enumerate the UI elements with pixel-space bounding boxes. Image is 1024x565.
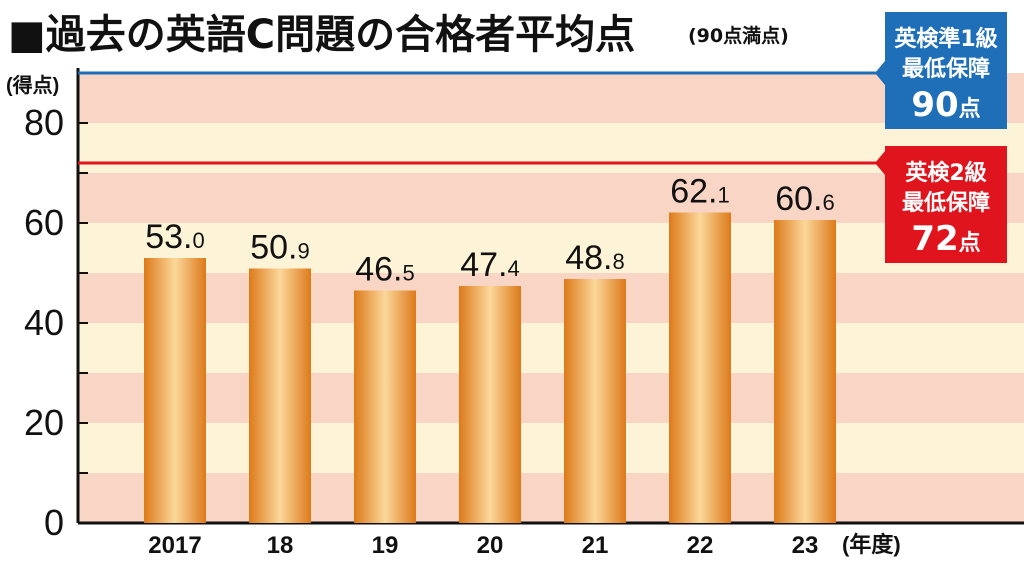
bar xyxy=(774,220,836,523)
reference-value: 90点 xyxy=(911,85,980,125)
reference-value: 72点 xyxy=(911,219,980,259)
x-tick-label: 23 xyxy=(792,532,819,559)
reference-label-line2: 最低保障 xyxy=(902,56,990,82)
background-band xyxy=(78,73,1024,123)
data-label: 47.4 xyxy=(460,246,520,284)
y-tick-label: 80 xyxy=(24,102,64,143)
bars xyxy=(144,212,836,523)
axes: 0 20 40 60 80 xyxy=(24,68,1024,543)
chart-title: ■過去の英語C問題の合格者平均点 xyxy=(8,12,635,58)
bar xyxy=(459,286,521,523)
data-label: 48.8 xyxy=(565,239,625,277)
background-band xyxy=(78,323,1024,373)
background-band xyxy=(78,273,1024,323)
data-label: 46.5 xyxy=(355,251,415,289)
x-axis-label: (年度) xyxy=(842,532,901,557)
background-band xyxy=(78,223,1024,273)
x-tick-label: 2017 xyxy=(148,532,201,559)
x-tick-label: 19 xyxy=(372,532,399,559)
reference-pointer xyxy=(875,151,885,175)
x-tick-label: 20 xyxy=(477,532,504,559)
reference-pointer xyxy=(875,61,885,85)
background-band xyxy=(78,473,1024,523)
bar xyxy=(669,212,731,523)
data-label: 50.9 xyxy=(250,229,310,267)
reference-box xyxy=(885,146,1007,263)
bar xyxy=(354,290,416,523)
data-label: 53.0 xyxy=(145,218,205,256)
bar xyxy=(564,279,626,523)
chart-subtitle: (90点満点) xyxy=(688,25,789,47)
x-tick-label: 18 xyxy=(267,532,294,559)
data-labels: 53.0 2017 50.9 18 46.5 19 47.4 20 48.8 21 62.1 22 60… xyxy=(145,173,835,560)
reference-label-line1: 英検2級 xyxy=(905,160,986,186)
x-tick-label: 21 xyxy=(582,532,609,559)
reference-label-line2: 最低保障 xyxy=(902,190,990,216)
y-tick-label: 20 xyxy=(24,402,64,443)
bar xyxy=(144,258,206,523)
reference-label-line1: 英検準1級 xyxy=(894,26,997,52)
y-tick-label: 60 xyxy=(24,202,64,243)
y-tick-label: 0 xyxy=(44,502,64,543)
x-tick-label: 22 xyxy=(687,532,714,559)
background-band xyxy=(78,423,1024,473)
background-band xyxy=(78,173,1024,223)
data-label: 62.1 xyxy=(670,173,730,211)
data-label: 60.6 xyxy=(775,180,835,218)
bar xyxy=(249,268,311,523)
reference-box xyxy=(885,12,1007,129)
background-band xyxy=(78,123,1024,173)
y-tick-label: 40 xyxy=(24,302,64,343)
background-bands xyxy=(78,73,1024,523)
background-band xyxy=(78,373,1024,423)
y-axis-label: (得点) xyxy=(6,73,59,97)
